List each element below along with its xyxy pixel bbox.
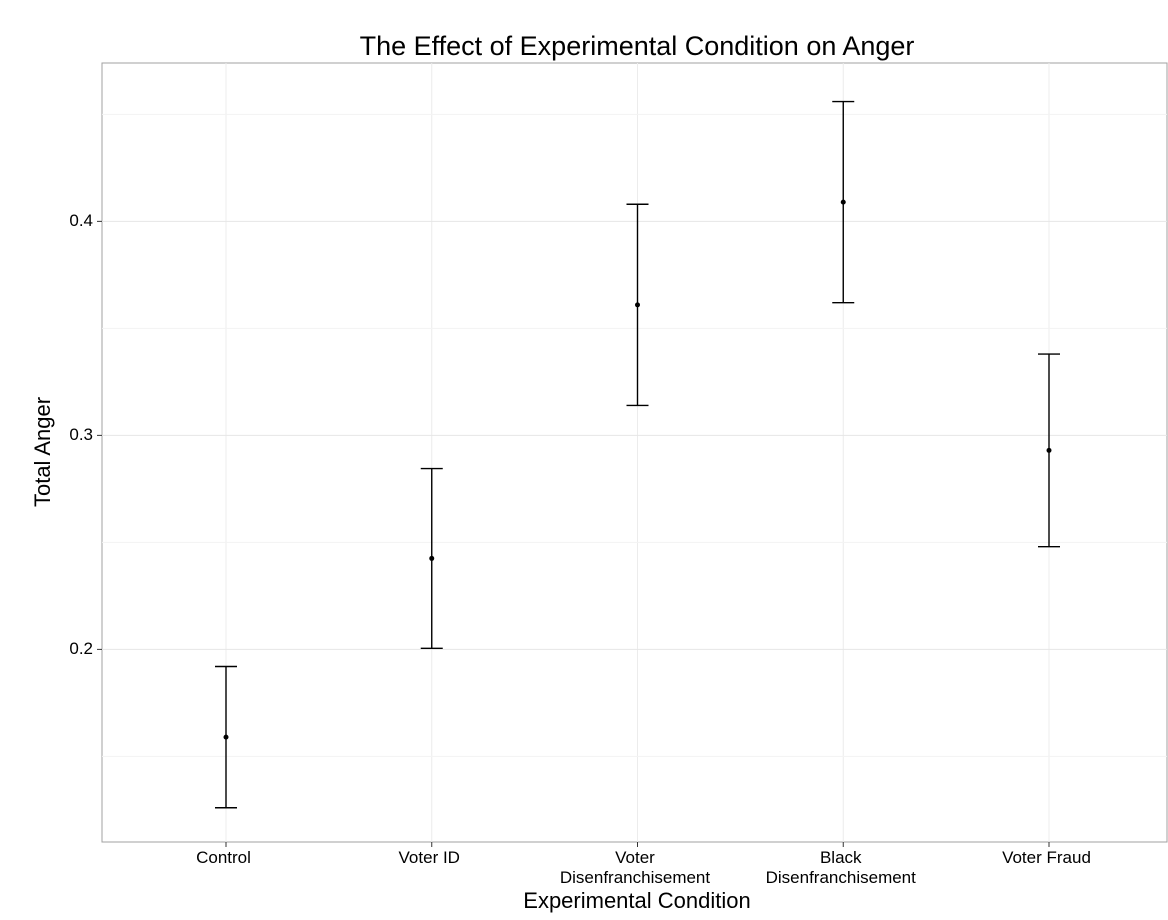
x-tick-label: Voter Fraud [1002,848,1091,867]
point [840,199,846,205]
x-tick-label: Black Disenfranchisement [765,848,916,887]
point [1046,447,1052,453]
y-axis-title: Total Anger [30,397,55,507]
y-tick-label: 0.4 [69,211,93,230]
chart-title: The Effect of Experimental Condition on … [360,31,915,61]
x-tick-label: Voter ID [398,848,460,867]
y-tick-label: 0.2 [69,639,93,658]
panel [101,62,1168,843]
x-tick-label: Voter Disenfranchisement [559,848,711,887]
x-axis-title: Experimental Condition [523,888,750,913]
x-tick-label: Control [196,848,251,867]
y-tick-label: 0.3 [69,425,93,444]
point [429,555,435,561]
point [223,734,229,740]
point [635,302,640,308]
